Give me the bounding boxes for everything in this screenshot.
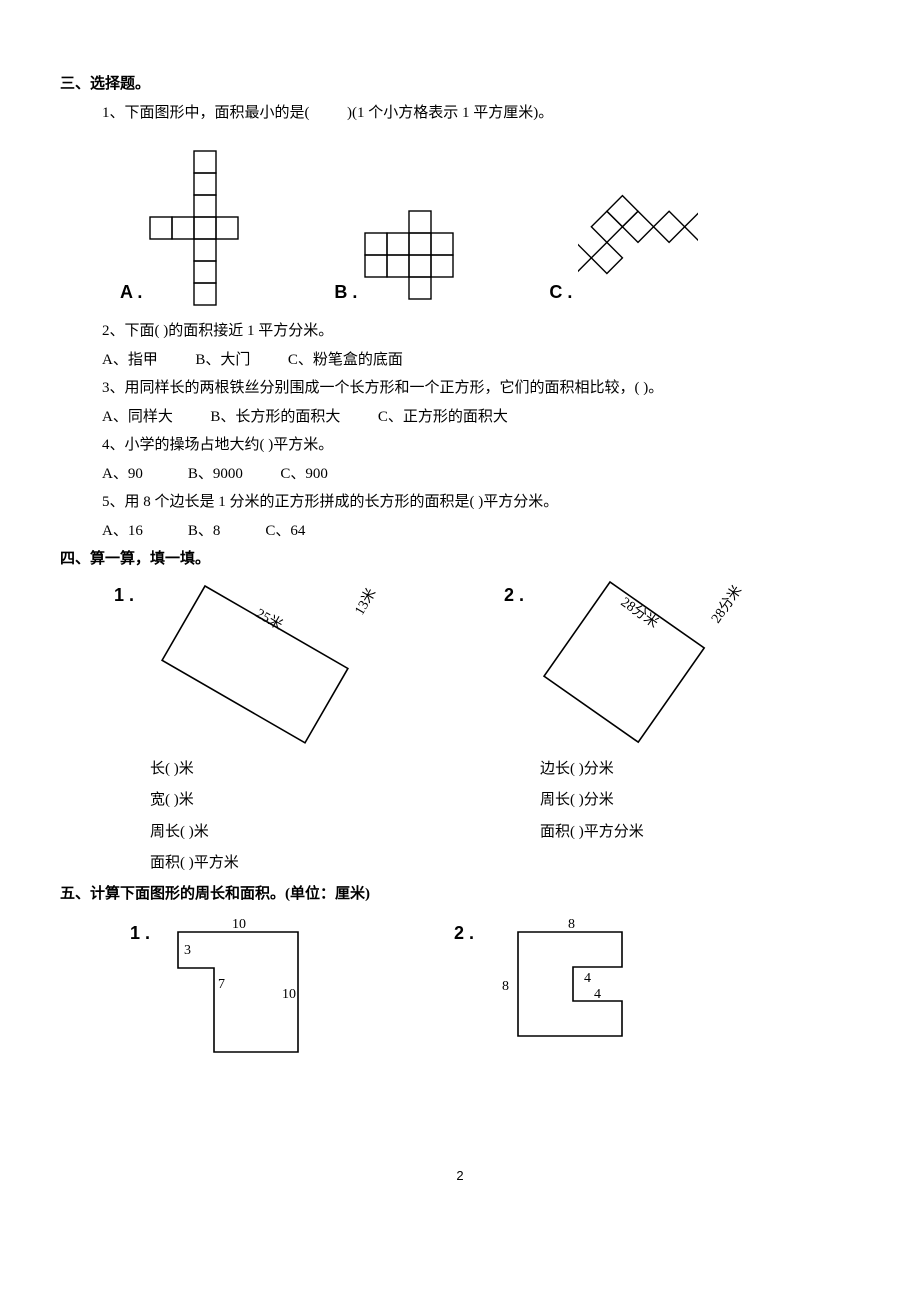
section5-row: 1 . 10 3 10 7 2 . 8 8 44: [60, 908, 860, 1064]
svg-text:8: 8: [502, 979, 509, 994]
sec4-fig2-fill-0: 边长( )分米: [540, 754, 830, 786]
q3-opts: A、同样大 B、长方形的面积大 C、正方形的面积大: [60, 403, 860, 432]
sec4-col1: 1 . 25米13米 长( )米 宽( )米 周长( )米 面积( )平方米: [110, 574, 440, 880]
q1-fig-b: B .: [334, 209, 459, 309]
sec4-fig2-num: 2 .: [504, 578, 524, 612]
sec5-item2: 2 . 8 8 44: [454, 914, 638, 1064]
svg-text:8: 8: [568, 917, 575, 932]
q2-stem: 2、下面( )的面积接近 1 平方分米。: [60, 317, 860, 346]
svg-text:4: 4: [594, 987, 601, 1002]
sec4-fig1-fill-3: 面积( )平方米: [150, 848, 440, 880]
sec5-fig1-num: 1 .: [130, 914, 150, 950]
q1-fig-a: A .: [120, 149, 244, 309]
svg-text:3: 3: [184, 943, 191, 958]
sec4-fig2-shape: 28分米28分米: [500, 574, 830, 754]
sec5-item1: 1 . 10 3 10 7: [130, 914, 314, 1064]
sec5-fig1-shape: 10 3 10 7: [164, 914, 314, 1064]
q1-label-c: C .: [549, 275, 572, 309]
svg-text:10: 10: [282, 987, 296, 1002]
q1-blank: [313, 105, 343, 121]
svg-text:13米: 13米: [352, 585, 380, 617]
q1-fig-c: C .: [549, 139, 698, 309]
q1-stem: 1、下面图形中，面积最小的是( )(1 个小方格表示 1 平方厘米)。: [60, 99, 860, 128]
q1-shape-c: [578, 139, 698, 309]
page-number: 2: [60, 1164, 860, 1189]
svg-text:28分米: 28分米: [708, 582, 745, 626]
q1-shape-a: [148, 149, 244, 309]
section5-title: 五、计算下面图形的周长和面积。(单位：厘米): [60, 880, 860, 909]
svg-text:7: 7: [218, 977, 225, 992]
sec4-fig1-box: 1 . 25米13米: [110, 574, 440, 754]
svg-text:10: 10: [232, 917, 246, 932]
sec4-fig2-fill-2: 面积( )平方分米: [540, 817, 830, 849]
section4-title: 四、算一算，填一填。: [60, 545, 860, 574]
sec4-fig1-fill-1: 宽( )米: [150, 785, 440, 817]
sec5-fig2-shape: 8 8 44: [488, 914, 638, 1054]
svg-text:4: 4: [584, 971, 591, 986]
section4-row: 1 . 25米13米 长( )米 宽( )米 周长( )米 面积( )平方米 2…: [60, 574, 860, 880]
section3-title: 三、选择题。: [60, 70, 860, 99]
sec4-fig2-fill-1: 周长( )分米: [540, 785, 830, 817]
q5-stem: 5、用 8 个边长是 1 分米的正方形拼成的长方形的面积是( )平方分米。: [60, 488, 860, 517]
q2-opts: A、指甲 B、大门 C、粉笔盒的底面: [60, 346, 860, 375]
sec4-fig1-fills: 长( )米 宽( )米 周长( )米 面积( )平方米: [110, 754, 440, 880]
q4-stem: 4、小学的操场占地大约( )平方米。: [60, 431, 860, 460]
sec4-fig2-fills: 边长( )分米 周长( )分米 面积( )平方分米: [500, 754, 830, 849]
sec4-fig1-fill-0: 长( )米: [150, 754, 440, 786]
q1-stem-pre: 1、下面图形中，面积最小的是(: [102, 105, 310, 121]
q1-stem-post: )(1 个小方格表示 1 平方厘米)。: [347, 105, 553, 121]
q1-label-b: B .: [334, 275, 357, 309]
q5-opts: A、16 B、8 C、64: [60, 517, 860, 546]
sec4-fig1-fill-2: 周长( )米: [150, 817, 440, 849]
q1-shape-b: [363, 209, 459, 309]
q4-opts: A、90 B、9000 C、900: [60, 460, 860, 489]
q1-figures: A . B . C .: [60, 127, 860, 317]
q3-stem: 3、用同样长的两根铁丝分别围成一个长方形和一个正方形，它们的面积相比较，( )。: [60, 374, 860, 403]
sec5-fig2-num: 2 .: [454, 914, 474, 950]
sec4-fig1-num: 1 .: [114, 578, 134, 612]
sec4-fig1-shape: 25米13米: [110, 574, 440, 754]
q1-label-a: A .: [120, 275, 142, 309]
sec4-fig2-box: 2 . 28分米28分米: [500, 574, 830, 754]
sec4-col2: 2 . 28分米28分米 边长( )分米 周长( )分米 面积( )平方分米: [500, 574, 830, 849]
